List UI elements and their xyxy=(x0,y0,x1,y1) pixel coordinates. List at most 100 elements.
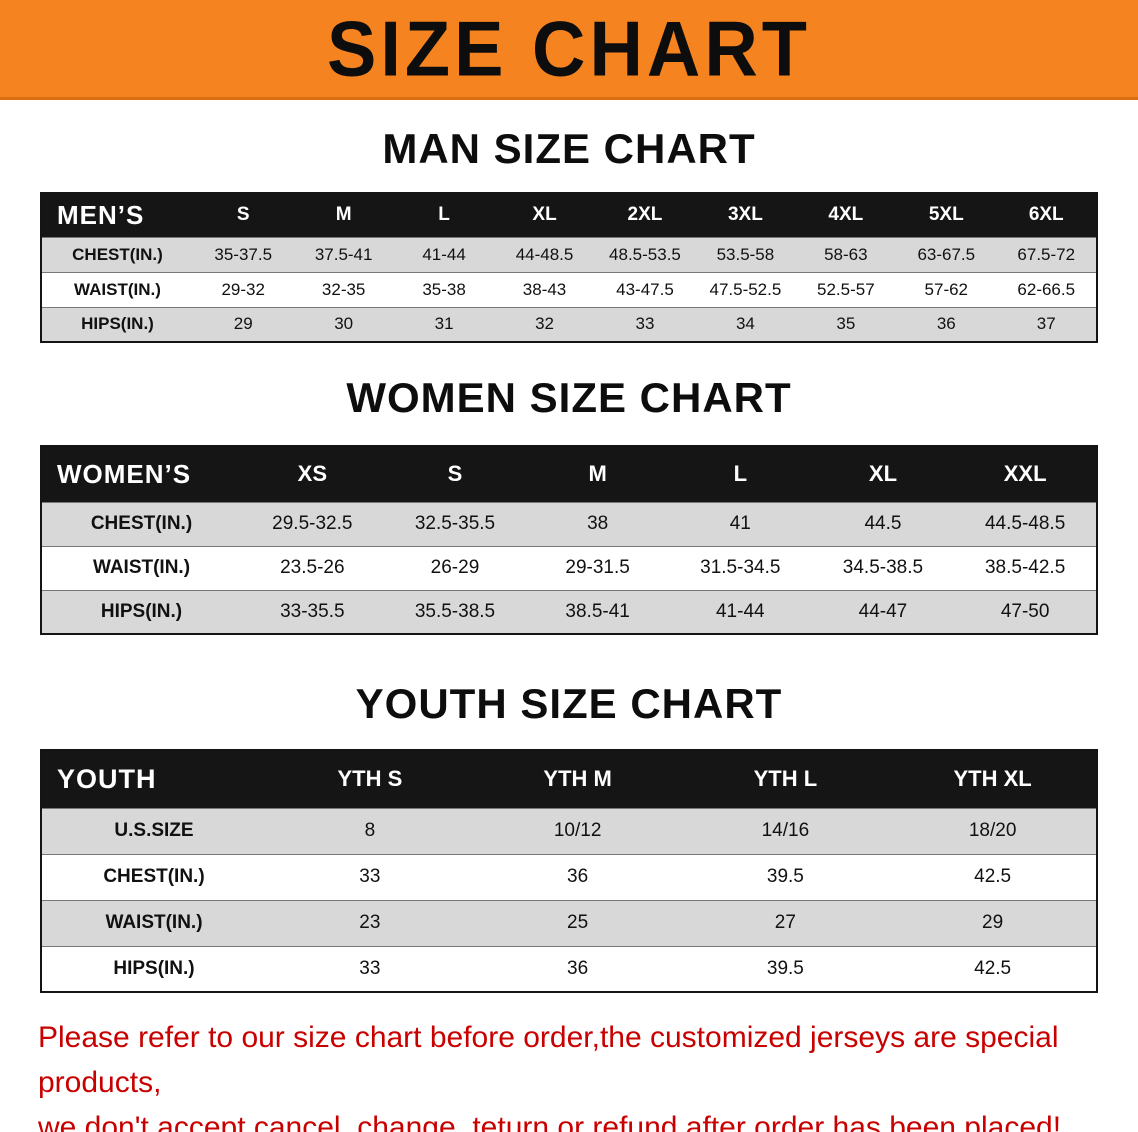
men-size-value-cell: 30 xyxy=(334,314,354,334)
women-measurement-label: HIPS(IN.) xyxy=(100,600,183,622)
men-size-value-cell: 57-62 xyxy=(924,279,969,299)
men-measurement-label: HIPS(IN.) xyxy=(81,314,154,334)
men-size-value-cell: 43-47.5 xyxy=(616,279,674,299)
women-size-column-header: XXL xyxy=(954,446,1097,502)
women-size-column-header: XS xyxy=(241,446,384,502)
men-size-value-cell: 35-38 xyxy=(422,279,466,299)
men-measurement-label: CHEST(IN.) xyxy=(72,244,163,264)
women-section-heading: WOMEN SIZE CHART xyxy=(346,374,792,421)
men-size-value-cell: 35-37.5 xyxy=(214,244,273,264)
men-size-column-header: XL xyxy=(494,193,595,237)
men-size-value-cell: 44-48.5 xyxy=(515,244,574,264)
women-measurement-label: WAIST(IN.) xyxy=(92,557,191,578)
youth-size-column-header: YTH L xyxy=(681,750,890,808)
youth-size-value-cell: 36 xyxy=(567,957,589,979)
men-size-value-cell: 32 xyxy=(535,314,554,334)
men-size-value-cell: 29-32 xyxy=(221,279,265,299)
youth-size-value-cell: 10/12 xyxy=(553,820,602,841)
men-section-heading: MAN SIZE CHART xyxy=(382,125,756,172)
youth-size-value-cell: 14/16 xyxy=(761,820,810,841)
men-size-value-cell: 33 xyxy=(635,314,655,334)
women-size-value-cell: 33-35.5 xyxy=(280,600,345,622)
men-size-column-header: 6XL xyxy=(996,193,1097,237)
men-size-value-cell: 29 xyxy=(233,314,253,334)
women-size-value-cell: 35.5-38.5 xyxy=(414,600,496,622)
youth-size-column-header: YTH M xyxy=(473,750,682,808)
men-measurement-row: HIPS(IN.) 29 30 31 32 33 34 35 36 37 xyxy=(41,307,1097,342)
youth-size-value-cell: 33 xyxy=(359,957,381,979)
order-policy-line-1: Please refer to our size chart before or… xyxy=(38,1021,1059,1099)
men-size-value-cell: 48.5-53.5 xyxy=(609,244,681,264)
women-size-value-cell: 38.5-42.5 xyxy=(984,557,1066,578)
men-corner-label: MEN’S xyxy=(41,193,193,237)
men-size-value-cell: 37 xyxy=(1036,314,1056,334)
men-size-value-cell: 53.5-58 xyxy=(716,244,775,264)
youth-size-value-cell: 39.5 xyxy=(766,957,804,979)
youth-size-value-cell: 8 xyxy=(364,820,376,841)
men-size-value-cell: 37.5-41 xyxy=(314,244,373,264)
men-size-column-header: S xyxy=(193,193,294,237)
youth-size-value-cell: 39.5 xyxy=(766,866,804,887)
youth-size-value-cell: 27 xyxy=(774,912,796,933)
men-size-value-cell: 31 xyxy=(434,314,454,334)
youth-size-column-header: YTH XL xyxy=(889,750,1097,808)
men-size-value-cell: 67.5-72 xyxy=(1017,244,1076,264)
women-size-value-cell: 44.5-48.5 xyxy=(984,513,1066,534)
women-corner-label: WOMEN’S xyxy=(41,446,241,502)
women-table-wrap: WOMEN’S XS S M L XL XXL CHEST(IN.) 29.5-32.5 32.5… xyxy=(0,445,1138,635)
men-size-value-cell: 52.5-57 xyxy=(817,279,875,299)
men-size-column-header: L xyxy=(393,193,495,237)
youth-size-section: YOUTH SIZE CHART YOUTH YTH S YTH M YTH L YTH… xyxy=(0,683,1138,993)
women-size-column-header: L xyxy=(668,446,812,502)
order-policy-line-2: we don't accept cancel, change, teturn o… xyxy=(38,1111,1062,1132)
youth-size-value-cell: 33 xyxy=(359,866,381,887)
youth-measurement-label: WAIST(IN.) xyxy=(105,912,203,933)
men-measurement-row: WAIST(IN.) 29-32 32-35 35-38 38-43 43-47.5 47.… xyxy=(41,272,1097,307)
women-measurement-row: WAIST(IN.) 23.5-26 26-29 29-31.5 31.5-34.5 34… xyxy=(41,546,1097,590)
women-measurement-label: CHEST(IN.) xyxy=(90,513,193,534)
youth-size-value-cell: 42.5 xyxy=(974,957,1012,979)
youth-measurement-row: WAIST(IN.) 23 25 27 29 xyxy=(41,900,1097,946)
men-size-value-cell: 63-67.5 xyxy=(917,244,976,264)
youth-size-value-cell: 29 xyxy=(982,912,1004,933)
women-size-column-header: XL xyxy=(811,446,955,502)
women-size-column-header: M xyxy=(526,446,669,502)
youth-section-heading: YOUTH SIZE CHART xyxy=(355,680,783,727)
women-header-row: WOMEN’S XS S M L XL XXL xyxy=(41,446,1097,502)
women-size-value-cell: 29-31.5 xyxy=(565,557,630,578)
women-size-value-cell: 38.5-41 xyxy=(565,600,630,622)
youth-corner-label: YOUTH xyxy=(41,750,266,808)
men-measurement-label: WAIST(IN.) xyxy=(74,279,161,299)
women-measurement-row: CHEST(IN.) 29.5-32.5 32.5-35.5 38 41 44.5 44.5… xyxy=(41,502,1097,546)
youth-measurement-label: U.S.SIZE xyxy=(114,820,194,841)
youth-size-value-cell: 42.5 xyxy=(974,866,1012,887)
size-chart-banner: SIZE CHART xyxy=(0,0,1138,100)
men-size-column-header: 3XL xyxy=(695,193,796,237)
men-size-value-cell: 32-35 xyxy=(321,279,366,299)
women-size-table: WOMEN’S XS S M L XL XXL CHEST(IN.) 29.5-32.5 32.5… xyxy=(40,445,1098,635)
men-size-column-header: M xyxy=(293,193,394,237)
youth-measurement-row: U.S.SIZE 8 10/12 14/16 18/20 xyxy=(41,808,1097,854)
youth-size-value-cell: 36 xyxy=(567,866,589,887)
youth-measurement-label: HIPS(IN.) xyxy=(113,957,195,979)
women-measurement-row: HIPS(IN.) 33-35.5 35.5-38.5 38.5-41 41-44 44-… xyxy=(41,590,1097,634)
men-size-column-header: 5XL xyxy=(896,193,997,237)
women-size-value-cell: 44-47 xyxy=(858,600,908,622)
women-size-value-cell: 26-29 xyxy=(430,557,480,578)
youth-header-row: YOUTH YTH S YTH M YTH L YTH XL xyxy=(41,750,1097,808)
women-size-value-cell: 44.5 xyxy=(864,513,902,534)
men-size-column-header: 2XL xyxy=(594,193,696,237)
youth-size-column-header: YTH S xyxy=(266,750,474,808)
youth-measurement-row: CHEST(IN.) 33 36 39.5 42.5 xyxy=(41,854,1097,900)
youth-table-wrap: YOUTH YTH S YTH M YTH L YTH XL U.S.SIZE 8 10/12… xyxy=(0,749,1138,993)
youth-measurement-row: HIPS(IN.) 33 36 39.5 42.5 xyxy=(41,946,1097,992)
women-size-value-cell: 47-50 xyxy=(1000,600,1050,622)
women-size-value-cell: 23.5-26 xyxy=(280,557,345,578)
youth-size-value-cell: 18/20 xyxy=(968,820,1017,841)
order-policy-note: Please refer to our size chart before or… xyxy=(38,1015,1100,1132)
youth-size-value-cell: 23 xyxy=(359,912,381,933)
men-size-value-cell: 58-63 xyxy=(824,244,868,264)
youth-size-value-cell: 25 xyxy=(567,912,589,933)
women-size-value-cell: 34.5-38.5 xyxy=(842,557,924,578)
